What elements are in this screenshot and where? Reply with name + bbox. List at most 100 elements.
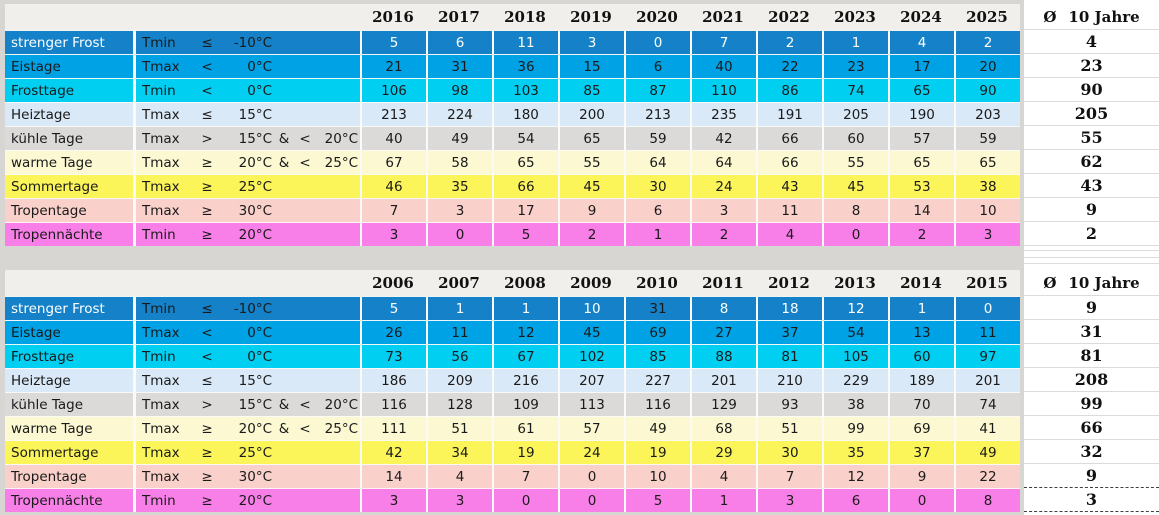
value-cell[interactable]: 13 (888, 320, 954, 344)
average-cell[interactable]: 66 (1024, 416, 1159, 440)
value-cell[interactable]: 2 (756, 30, 822, 54)
year-header-cell[interactable]: 2018 (492, 4, 558, 30)
average-cell[interactable]: 4 (1024, 30, 1159, 54)
value-cell[interactable]: 6 (624, 54, 690, 78)
value-cell[interactable]: 55 (822, 150, 888, 174)
value-cell[interactable]: 129 (690, 392, 756, 416)
value-cell[interactable]: 235 (690, 102, 756, 126)
value-cell[interactable]: 229 (822, 368, 888, 392)
value-cell[interactable]: 1 (822, 30, 888, 54)
average-cell[interactable]: 205 (1024, 102, 1159, 126)
value-cell[interactable]: 18 (756, 296, 822, 320)
value-cell[interactable]: 111 (360, 416, 426, 440)
average-header-cell[interactable]: Ø 10 Jahre (1024, 270, 1159, 296)
value-cell[interactable]: 7 (756, 464, 822, 488)
value-cell[interactable]: 0 (426, 222, 492, 246)
value-cell[interactable]: 180 (492, 102, 558, 126)
year-header-cell[interactable]: 2025 (954, 4, 1020, 30)
value-cell[interactable]: 85 (624, 344, 690, 368)
value-cell[interactable]: 70 (888, 392, 954, 416)
value-cell[interactable]: 0 (558, 488, 624, 512)
year-header-cell[interactable]: 2011 (690, 270, 756, 296)
condition-cell[interactable]: Tmin ≤ -10°C (136, 296, 360, 320)
value-cell[interactable]: 11 (426, 320, 492, 344)
average-cell[interactable]: 81 (1024, 344, 1159, 368)
row-label-cell[interactable]: Sommertage (5, 174, 133, 198)
value-cell[interactable]: 200 (558, 102, 624, 126)
value-cell[interactable]: 4 (756, 222, 822, 246)
value-cell[interactable]: 1 (690, 488, 756, 512)
row-label-cell[interactable]: Eistage (5, 320, 133, 344)
condition-cell[interactable]: Tmax ≥25°C (136, 174, 360, 198)
value-cell[interactable]: 49 (426, 126, 492, 150)
value-cell[interactable]: 55 (558, 150, 624, 174)
value-cell[interactable]: 0 (558, 464, 624, 488)
value-cell[interactable]: 110 (690, 78, 756, 102)
value-cell[interactable]: 0 (492, 488, 558, 512)
average-cell[interactable]: 9 (1024, 464, 1159, 488)
value-cell[interactable]: 3 (360, 488, 426, 512)
value-cell[interactable]: 45 (558, 320, 624, 344)
row-label-cell[interactable]: Frosttage (5, 78, 133, 102)
value-cell[interactable]: 65 (558, 126, 624, 150)
condition-cell[interactable]: Tmax ≥20°C & <25°C (136, 150, 360, 174)
value-cell[interactable]: 3 (558, 30, 624, 54)
value-cell[interactable]: 27 (690, 320, 756, 344)
year-header-cell[interactable]: 2015 (954, 270, 1020, 296)
value-cell[interactable]: 19 (492, 440, 558, 464)
value-cell[interactable]: 49 (954, 440, 1020, 464)
value-cell[interactable]: 14 (888, 198, 954, 222)
value-cell[interactable]: 0 (624, 30, 690, 54)
value-cell[interactable]: 191 (756, 102, 822, 126)
value-cell[interactable]: 116 (624, 392, 690, 416)
row-label-cell[interactable]: warme Tage (5, 416, 133, 440)
year-header-cell[interactable]: 2013 (822, 270, 888, 296)
row-label-cell[interactable]: warme Tage (5, 150, 133, 174)
value-cell[interactable]: 35 (426, 174, 492, 198)
value-cell[interactable]: 4 (426, 464, 492, 488)
value-cell[interactable]: 66 (756, 126, 822, 150)
year-header-cell[interactable]: 2023 (822, 4, 888, 30)
value-cell[interactable]: 8 (822, 198, 888, 222)
value-cell[interactable]: 12 (822, 296, 888, 320)
value-cell[interactable]: 51 (756, 416, 822, 440)
value-cell[interactable]: 1 (492, 296, 558, 320)
value-cell[interactable]: 69 (624, 320, 690, 344)
value-cell[interactable]: 41 (954, 416, 1020, 440)
value-cell[interactable]: 12 (492, 320, 558, 344)
value-cell[interactable]: 205 (822, 102, 888, 126)
value-cell[interactable]: 60 (822, 126, 888, 150)
value-cell[interactable]: 57 (558, 416, 624, 440)
condition-cell[interactable]: Tmax ≥25°C (136, 440, 360, 464)
year-header-cell[interactable]: 2010 (624, 270, 690, 296)
value-cell[interactable]: 102 (558, 344, 624, 368)
value-cell[interactable]: 2 (558, 222, 624, 246)
condition-cell[interactable]: Tmax >15°C & <20°C (136, 392, 360, 416)
value-cell[interactable]: 12 (822, 464, 888, 488)
value-cell[interactable]: 3 (954, 222, 1020, 246)
value-cell[interactable]: 21 (360, 54, 426, 78)
value-cell[interactable]: 74 (822, 78, 888, 102)
value-cell[interactable]: 98 (426, 78, 492, 102)
value-cell[interactable]: 34 (426, 440, 492, 464)
value-cell[interactable]: 224 (426, 102, 492, 126)
value-cell[interactable]: 7 (360, 198, 426, 222)
value-cell[interactable]: 68 (690, 416, 756, 440)
value-cell[interactable]: 38 (954, 174, 1020, 198)
value-cell[interactable]: 22 (954, 464, 1020, 488)
value-cell[interactable]: 69 (888, 416, 954, 440)
value-cell[interactable]: 31 (624, 296, 690, 320)
value-cell[interactable]: 40 (360, 126, 426, 150)
value-cell[interactable]: 59 (624, 126, 690, 150)
value-cell[interactable]: 5 (360, 296, 426, 320)
value-cell[interactable]: 0 (822, 222, 888, 246)
value-cell[interactable]: 0 (954, 296, 1020, 320)
row-label-cell[interactable]: kühle Tage (5, 392, 133, 416)
year-header-cell[interactable]: 2022 (756, 4, 822, 30)
value-cell[interactable]: 3 (360, 222, 426, 246)
value-cell[interactable]: 11 (954, 320, 1020, 344)
row-label-cell[interactable]: Heiztage (5, 102, 133, 126)
average-cell[interactable]: 99 (1024, 392, 1159, 416)
condition-cell[interactable]: Tmax <0°C (136, 320, 360, 344)
average-cell[interactable]: 55 (1024, 126, 1159, 150)
